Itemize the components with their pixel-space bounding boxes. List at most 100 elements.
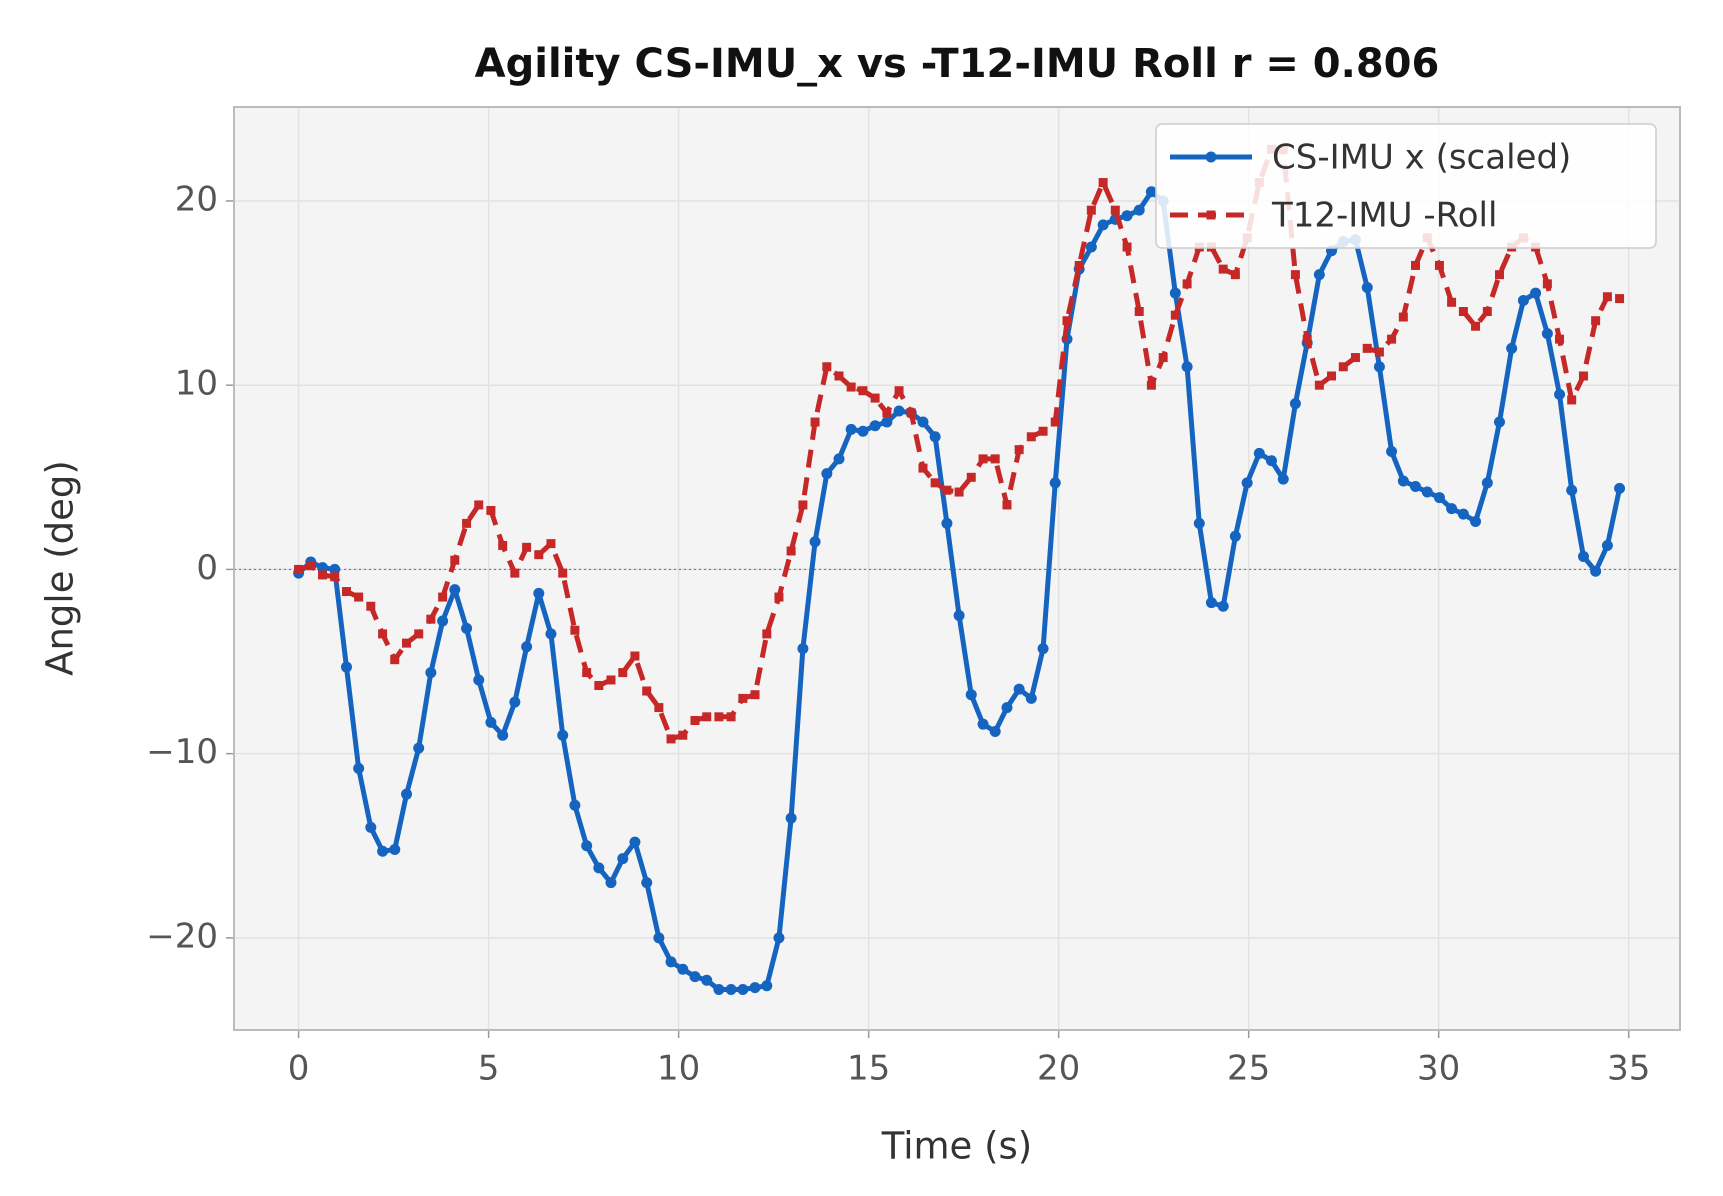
marker xyxy=(893,405,905,417)
marker xyxy=(797,643,809,655)
marker xyxy=(881,416,893,428)
marker xyxy=(1133,204,1145,216)
x-axis-label: Time (s) xyxy=(881,1125,1032,1168)
marker xyxy=(365,821,377,833)
marker xyxy=(1014,445,1024,455)
marker xyxy=(533,587,545,599)
marker xyxy=(1253,447,1265,459)
marker xyxy=(509,696,521,708)
marker xyxy=(1229,530,1241,542)
marker xyxy=(713,983,725,995)
marker xyxy=(340,661,352,673)
marker xyxy=(953,609,965,621)
marker xyxy=(654,703,664,713)
marker xyxy=(1410,481,1422,493)
marker xyxy=(1602,292,1612,302)
marker xyxy=(414,629,424,639)
marker xyxy=(1446,503,1458,515)
marker xyxy=(1277,473,1289,485)
marker xyxy=(1182,279,1192,289)
marker xyxy=(330,572,340,582)
marker xyxy=(413,742,425,754)
marker xyxy=(1146,380,1156,390)
marker xyxy=(1086,205,1096,215)
marker xyxy=(785,812,797,824)
marker xyxy=(521,641,533,653)
marker xyxy=(690,715,700,725)
marker xyxy=(642,686,652,696)
marker xyxy=(1217,600,1229,612)
marker xyxy=(1121,210,1133,222)
marker xyxy=(1074,260,1084,270)
marker xyxy=(1289,398,1301,410)
marker xyxy=(977,718,989,730)
marker xyxy=(474,500,484,510)
marker xyxy=(581,840,593,852)
x-tick-label: 35 xyxy=(1607,1049,1650,1089)
marker xyxy=(869,420,881,432)
marker xyxy=(702,712,712,722)
marker xyxy=(1591,316,1601,326)
marker xyxy=(990,454,1000,464)
marker xyxy=(846,382,856,392)
marker xyxy=(1302,334,1312,344)
marker xyxy=(473,674,485,686)
marker xyxy=(1541,328,1553,340)
marker xyxy=(1085,241,1097,253)
marker xyxy=(1567,395,1577,405)
marker xyxy=(1411,260,1421,270)
marker xyxy=(1373,361,1385,373)
marker xyxy=(1290,270,1300,280)
marker xyxy=(989,726,1001,738)
marker xyxy=(1457,508,1469,520)
marker xyxy=(557,729,569,741)
marker xyxy=(426,614,436,624)
marker xyxy=(822,362,832,372)
marker xyxy=(497,729,509,741)
marker xyxy=(1193,517,1205,529)
marker xyxy=(1590,565,1602,577)
marker xyxy=(1134,306,1144,316)
marker xyxy=(1062,316,1072,326)
marker xyxy=(486,505,496,515)
marker xyxy=(1517,294,1529,306)
marker xyxy=(1481,477,1493,489)
marker xyxy=(1145,186,1157,198)
marker xyxy=(1158,353,1168,363)
marker xyxy=(678,730,688,740)
marker xyxy=(1218,264,1228,274)
marker xyxy=(918,463,928,473)
marker xyxy=(450,555,460,565)
marker xyxy=(954,487,964,497)
marker xyxy=(1471,321,1481,331)
legend-label: CS-IMU x (scaled) xyxy=(1272,138,1571,178)
x-tick-label: 25 xyxy=(1227,1049,1270,1089)
marker xyxy=(966,472,976,482)
marker xyxy=(653,932,665,944)
marker xyxy=(821,468,833,480)
marker xyxy=(353,762,365,774)
chart-title: Agility CS-IMU_x vs -T12-IMU Roll r = 0.… xyxy=(475,41,1440,87)
marker xyxy=(558,568,568,578)
marker xyxy=(870,393,880,403)
marker xyxy=(809,536,821,548)
marker xyxy=(485,716,497,728)
marker xyxy=(1447,297,1457,307)
marker xyxy=(929,431,941,443)
marker xyxy=(665,956,677,968)
marker xyxy=(534,550,544,560)
marker xyxy=(318,570,328,580)
marker xyxy=(773,932,785,944)
marker xyxy=(1170,310,1180,320)
marker xyxy=(1038,426,1048,436)
marker xyxy=(306,561,316,571)
marker xyxy=(1361,282,1373,294)
marker xyxy=(438,592,448,602)
marker xyxy=(1049,477,1061,489)
marker xyxy=(1122,242,1132,252)
y-tick-label: −10 xyxy=(146,732,218,772)
marker xyxy=(1002,500,1012,510)
marker xyxy=(1013,683,1025,695)
marker xyxy=(762,629,772,639)
marker xyxy=(569,799,581,811)
